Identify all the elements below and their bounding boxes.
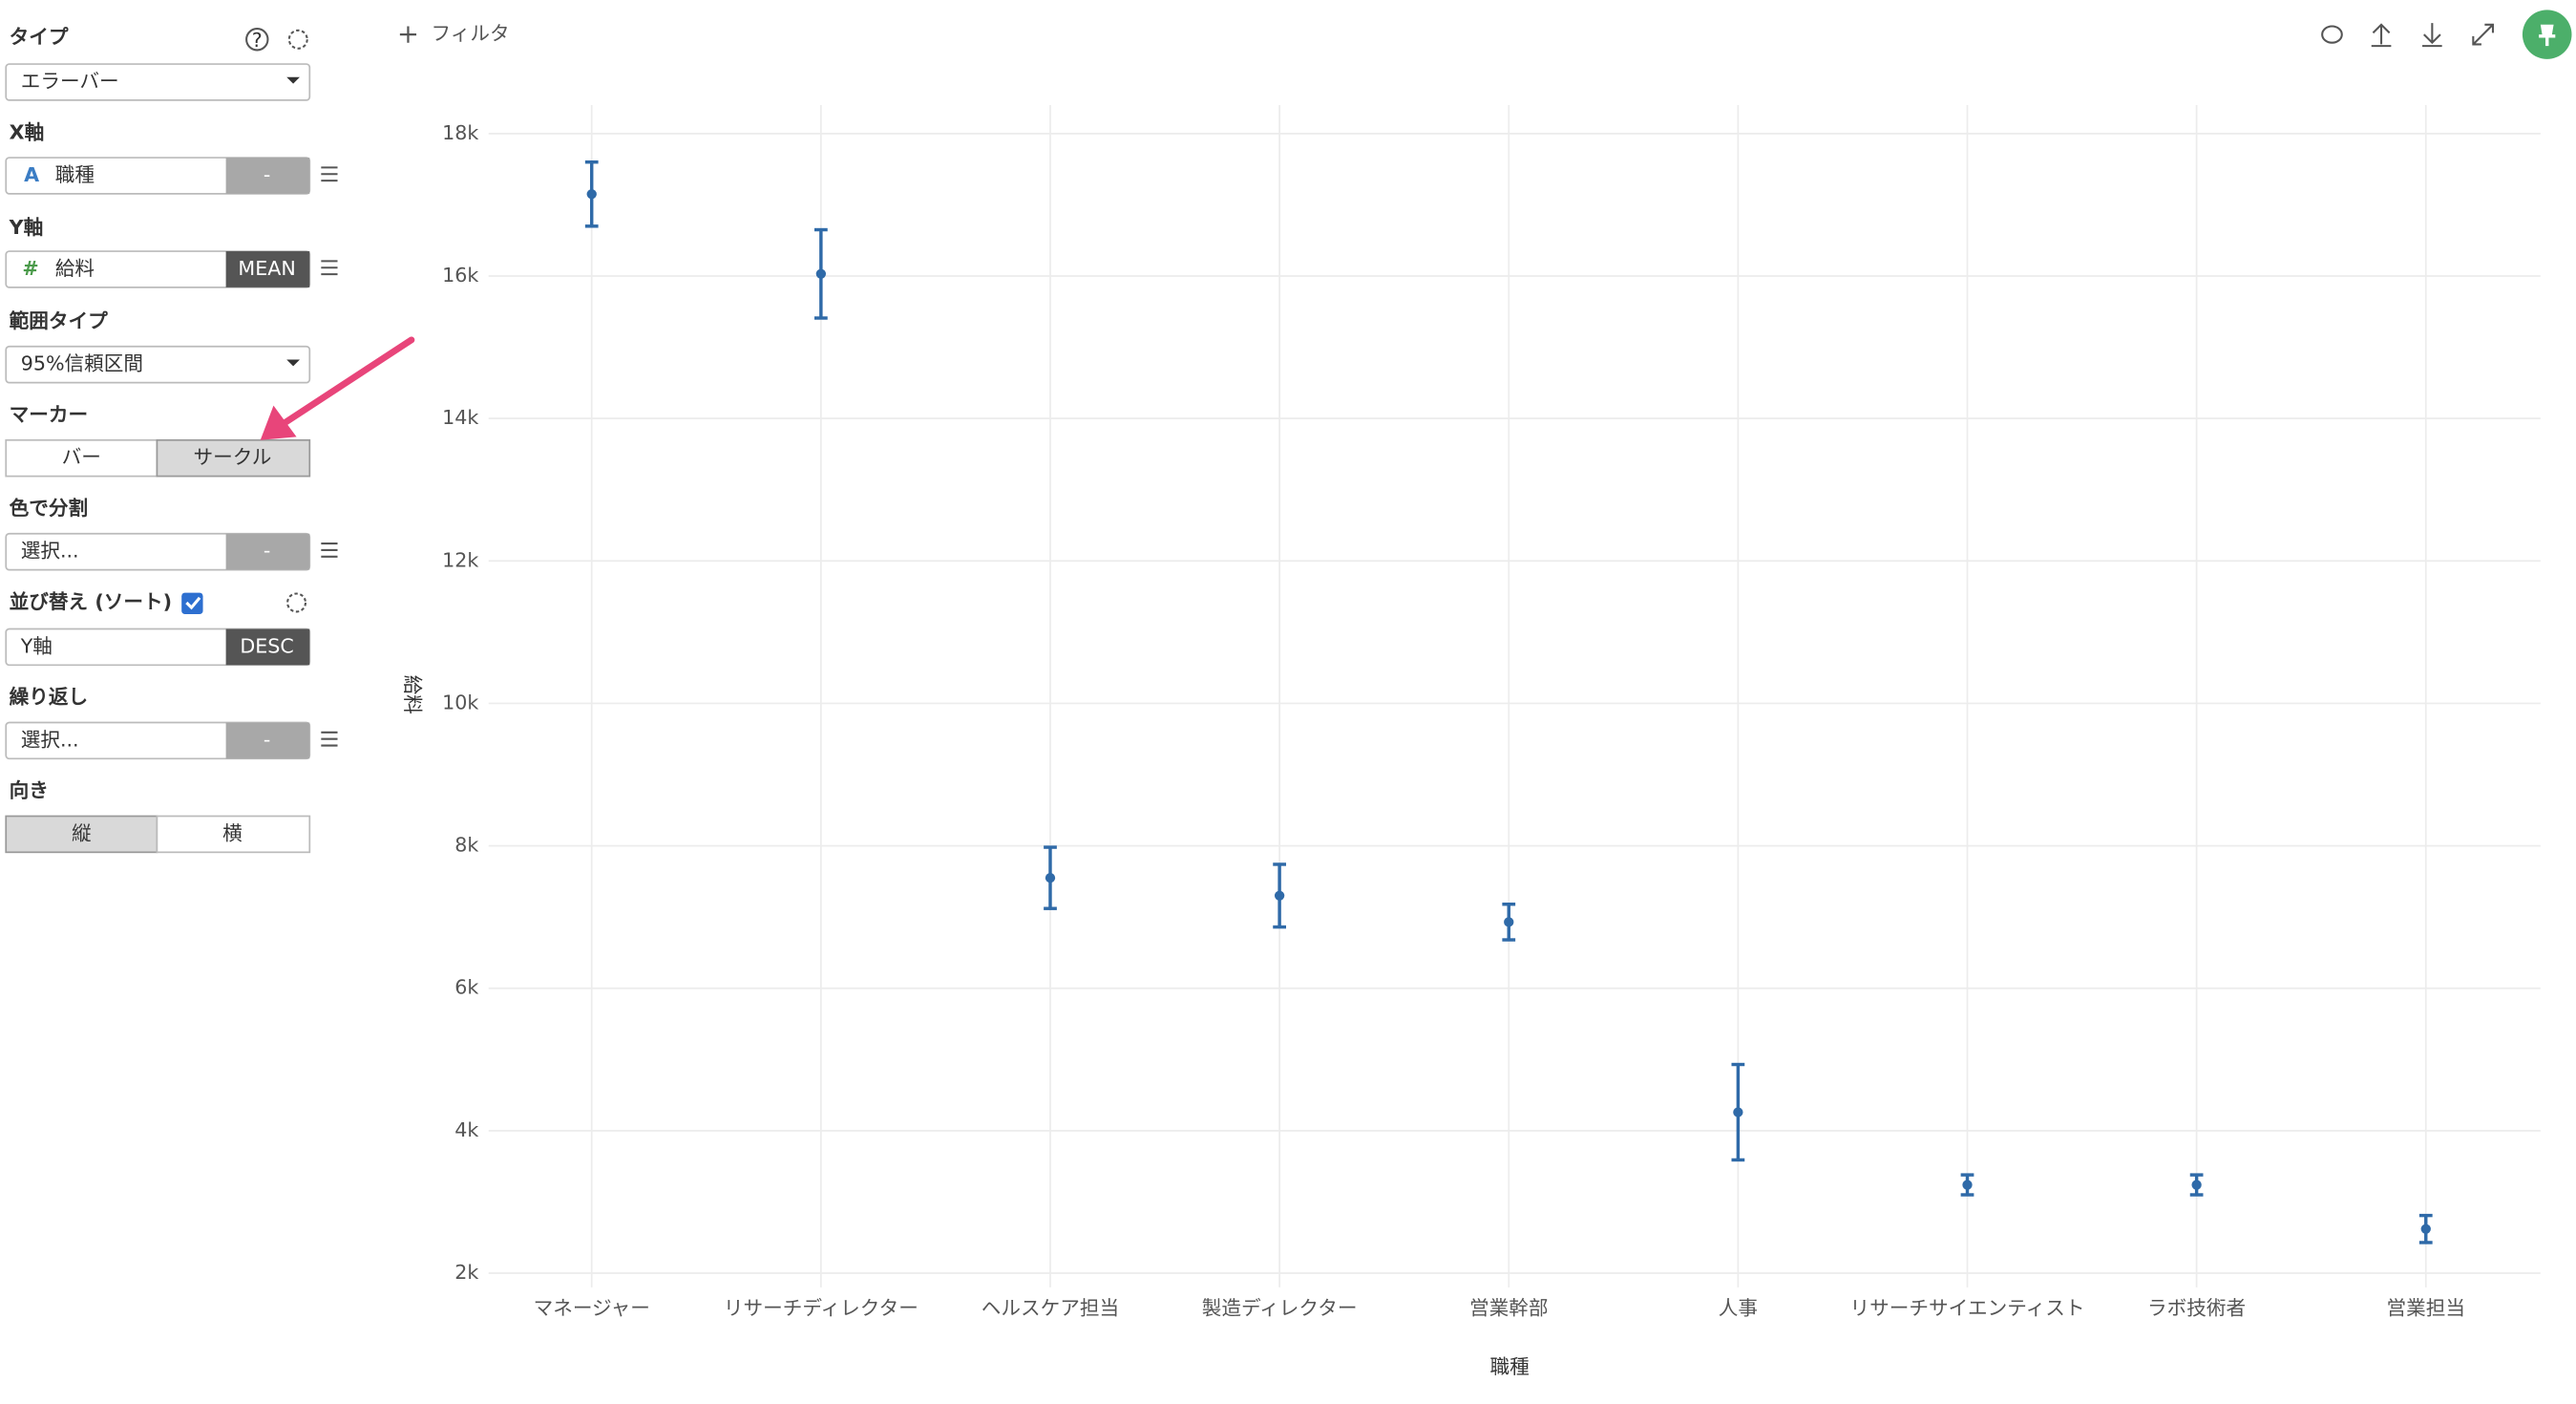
mean-marker <box>815 268 827 279</box>
sidebar: タイプ ? エラーバー X軸 A 職種 - Y軸 # 給料 MEAN 範囲タイプ… <box>5 26 415 854</box>
agg-button[interactable] <box>225 722 310 759</box>
x-axis-title: 職種 <box>1489 1355 1529 1378</box>
agg: - <box>264 728 270 751</box>
y-tick-label: 16k <box>442 264 478 287</box>
mean-marker <box>1962 1180 1973 1190</box>
option: 縦 <box>72 821 92 844</box>
label: 繰り返し <box>10 686 89 709</box>
agg-button[interactable] <box>225 158 310 194</box>
y-tick-label: 8k <box>454 834 478 857</box>
annotation-arrowhead <box>260 405 297 440</box>
expand-icon[interactable] <box>2472 23 2494 46</box>
caret <box>286 76 300 84</box>
mean-marker <box>1504 917 1514 927</box>
label: 並び替え (ソート) <box>10 590 172 613</box>
label: Y軸 <box>9 216 44 239</box>
help-icon: ? <box>252 29 263 52</box>
label: 範囲タイプ <box>10 309 109 332</box>
y-tick-label: 18k <box>442 121 478 144</box>
label: マーカー <box>10 403 89 426</box>
x-tick-label: マネージャー <box>534 1296 650 1319</box>
field-name: 職種 <box>55 163 95 186</box>
settings-icon[interactable] <box>286 592 307 613</box>
upload-icon[interactable] <box>2371 23 2392 48</box>
pin-icon <box>2539 24 2556 47</box>
toggle[interactable] <box>156 815 311 854</box>
x-tick-label: 営業担当 <box>2387 1296 2466 1319</box>
label: X軸 <box>10 120 45 143</box>
filter-button[interactable]: フィルタ <box>432 22 510 45</box>
type-icon: # <box>22 257 38 280</box>
label: 向き <box>10 779 49 802</box>
y-tick-label: 4k <box>454 1118 478 1141</box>
field-name: 選択... <box>21 540 79 563</box>
field-name: Y軸 <box>20 634 53 657</box>
x-tick-label: ヘルスケア担当 <box>982 1296 1119 1319</box>
option: バー <box>62 446 101 469</box>
y-tick-label: 2k <box>454 1261 478 1284</box>
dropdown-value: 95%信頼区間 <box>21 352 143 375</box>
option: 横 <box>222 821 243 844</box>
mean-marker <box>2191 1180 2202 1190</box>
mean-marker <box>1274 890 1285 901</box>
mean-marker <box>2420 1223 2431 1234</box>
order: DESC <box>240 634 293 657</box>
agg-button[interactable] <box>225 533 310 570</box>
dropdown[interactable] <box>5 345 311 384</box>
y-tick-label: 14k <box>442 406 478 429</box>
label: 色で分割 <box>10 497 89 520</box>
dropdown[interactable] <box>5 63 311 101</box>
agg: - <box>264 540 270 563</box>
toggle-selected[interactable] <box>5 815 158 854</box>
add-icon[interactable] <box>399 26 417 43</box>
type-icon: A <box>24 163 39 186</box>
agg: MEAN <box>238 257 295 280</box>
menu-icon[interactable] <box>321 166 338 182</box>
toggle-selected[interactable] <box>156 438 311 478</box>
y-tick-label: 6k <box>454 976 478 999</box>
field-name: 選択... <box>21 728 79 751</box>
checkmark <box>185 596 201 610</box>
checkbox[interactable] <box>181 592 203 615</box>
x-tick-label: 営業幹部 <box>1469 1296 1549 1319</box>
label: タイプ <box>10 26 69 49</box>
x-tick-label: ラボ技術者 <box>2147 1296 2246 1319</box>
settings-icon[interactable] <box>287 29 308 50</box>
mean-marker <box>586 189 597 200</box>
agg: - <box>264 163 270 186</box>
menu-icon[interactable] <box>321 260 338 276</box>
chart: 職種 給料 2k 4k 6k 8k 10k 12k 14k 16k 18k マネージャー リサーチデ… <box>401 105 2541 1378</box>
order-button[interactable] <box>225 628 310 666</box>
mean-marker <box>1733 1107 1743 1117</box>
x-tick-label: リサーチディレクター <box>724 1296 918 1319</box>
caret <box>286 359 300 367</box>
menu-icon[interactable] <box>321 731 338 747</box>
x-tick-label: リサーチサイエンティスト <box>1849 1296 2084 1319</box>
menu-icon[interactable] <box>321 542 338 558</box>
y-tick-label: 12k <box>442 548 478 571</box>
agg-button[interactable] <box>225 251 310 287</box>
mean-marker <box>1045 872 1056 883</box>
option: サークル <box>194 446 272 469</box>
y-axis-title: 給料 <box>401 675 424 714</box>
field-name: 給料 <box>55 257 95 280</box>
comment-icon[interactable] <box>2321 25 2343 44</box>
x-tick-label: 製造ディレクター <box>1202 1296 1358 1319</box>
y-tick-label: 10k <box>442 691 478 713</box>
download-icon[interactable] <box>2422 23 2442 48</box>
dropdown-value: エラーバー <box>21 70 119 93</box>
toolbar: フィルタ <box>399 10 2572 59</box>
annotation-arrow <box>280 336 415 428</box>
help-icon[interactable] <box>245 28 269 52</box>
x-tick-label: 人事 <box>1719 1296 1758 1319</box>
